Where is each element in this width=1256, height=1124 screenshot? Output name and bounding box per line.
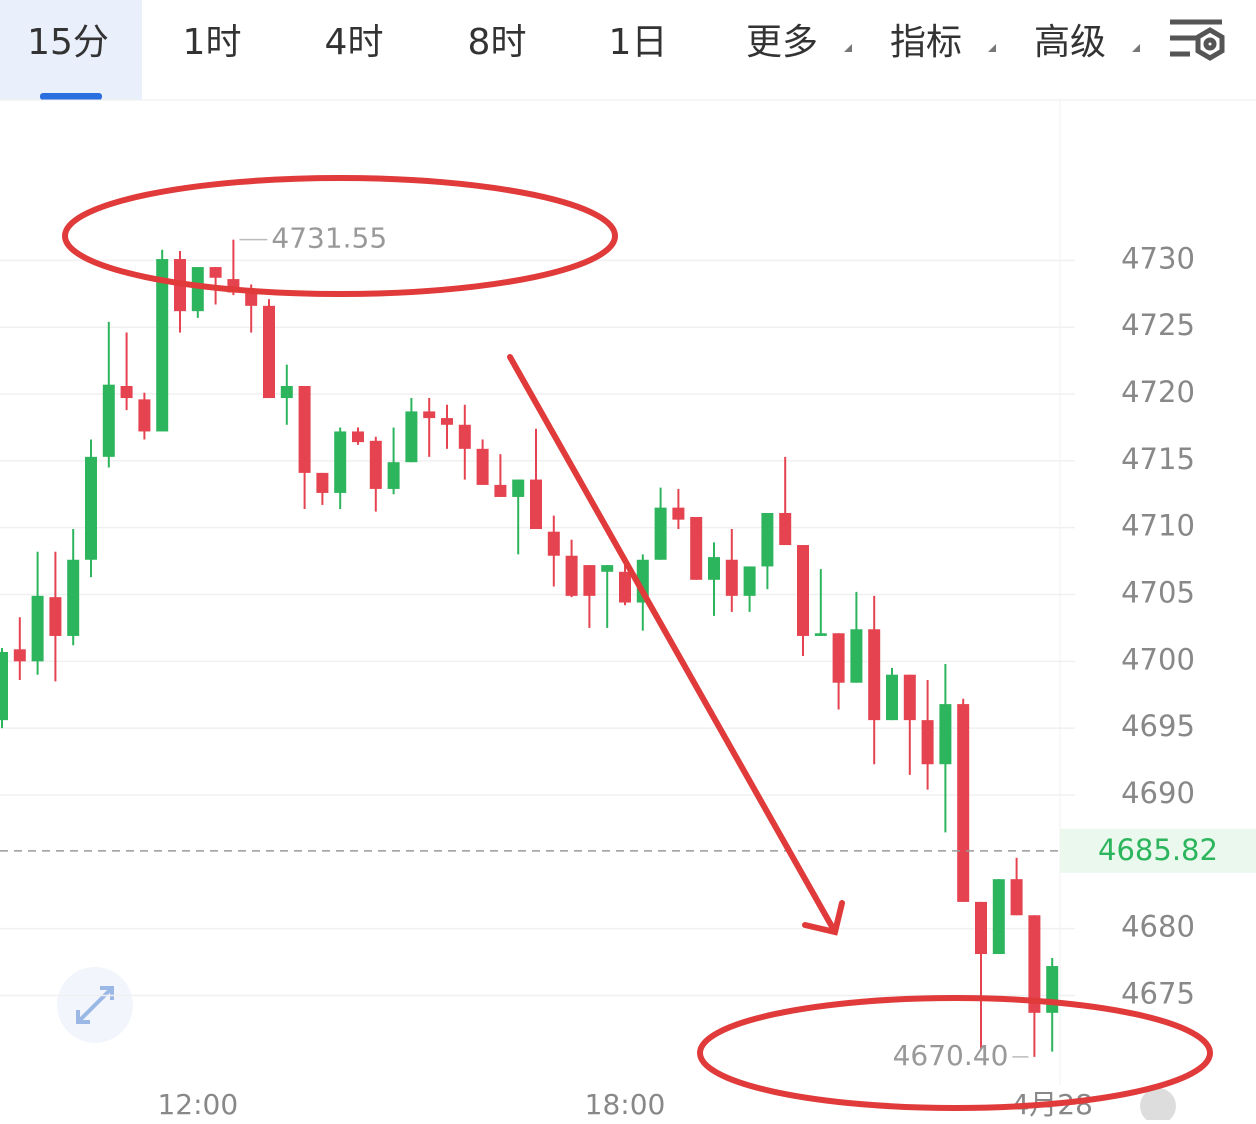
candle-body bbox=[156, 259, 169, 432]
candle-body bbox=[209, 267, 222, 278]
candle-body bbox=[245, 291, 258, 306]
candle-body bbox=[921, 720, 934, 765]
candle-body bbox=[868, 629, 881, 721]
active-tab-bg bbox=[0, 0, 142, 100]
candle-body bbox=[743, 566, 756, 596]
candle-body bbox=[761, 512, 774, 567]
candle-body bbox=[512, 479, 525, 497]
k-button[interactable] bbox=[1140, 1088, 1176, 1124]
highlight-ellipse bbox=[62, 175, 618, 297]
candle-body bbox=[387, 462, 400, 489]
candle-body bbox=[708, 557, 720, 580]
y-tick-label: 4690 bbox=[1121, 776, 1195, 810]
candle-body bbox=[779, 512, 792, 546]
trend-arrow bbox=[507, 354, 845, 936]
candle-body bbox=[334, 431, 347, 493]
candle-body bbox=[797, 545, 809, 636]
candle-body bbox=[619, 571, 631, 603]
candle-body bbox=[583, 565, 596, 596]
candle-body bbox=[690, 516, 703, 580]
candle-body bbox=[992, 879, 1005, 955]
candle-body bbox=[957, 704, 970, 902]
candle-body bbox=[565, 555, 578, 596]
tab-label[interactable]: 1日 bbox=[609, 22, 668, 63]
tab-label[interactable]: 指标 bbox=[890, 22, 962, 63]
candle-body bbox=[886, 674, 898, 721]
candle-body bbox=[0, 651, 8, 721]
candle-body bbox=[975, 901, 987, 955]
max-price-label: 4731.55 bbox=[271, 222, 387, 255]
candle-body bbox=[298, 386, 311, 473]
candle-body bbox=[832, 633, 845, 683]
y-tick-label: 4680 bbox=[1121, 910, 1195, 944]
candle-body bbox=[102, 384, 115, 457]
annotations bbox=[62, 175, 1213, 1111]
y-tick-label: 4715 bbox=[1121, 442, 1195, 476]
candle-body bbox=[280, 386, 293, 399]
candle-body bbox=[13, 649, 26, 662]
candle-body bbox=[1010, 879, 1023, 916]
candle-body bbox=[423, 411, 436, 419]
dropdown-caret bbox=[844, 44, 852, 52]
tab-bar bbox=[0, 0, 1256, 100]
expand-button[interactable] bbox=[57, 967, 133, 1043]
candle-body bbox=[601, 565, 614, 572]
tab-label[interactable]: 1时 bbox=[183, 22, 242, 63]
y-tick-label: 4675 bbox=[1121, 976, 1195, 1010]
y-tick-label: 4720 bbox=[1121, 375, 1195, 409]
dropdown-caret bbox=[988, 44, 996, 52]
tab-label[interactable]: 高级 bbox=[1034, 22, 1106, 63]
candle-body bbox=[814, 633, 827, 636]
active-tab-indicator bbox=[40, 93, 102, 100]
candle-body bbox=[316, 472, 329, 493]
candle-body bbox=[191, 267, 204, 312]
candle-body bbox=[547, 531, 560, 556]
x-tick-label: 12:00 bbox=[157, 1088, 238, 1120]
candle-body bbox=[903, 674, 916, 721]
candle-body bbox=[1028, 915, 1041, 1013]
highlight-ellipse bbox=[697, 995, 1213, 1111]
candle-body bbox=[120, 386, 133, 399]
candle-body bbox=[352, 431, 364, 443]
candle-body bbox=[494, 484, 507, 497]
x-tick-label: 18:00 bbox=[585, 1088, 666, 1120]
y-tick-label: 4725 bbox=[1121, 308, 1195, 342]
y-tick-label: 4710 bbox=[1121, 509, 1195, 543]
last-price-badge bbox=[1060, 828, 1256, 873]
tab-label[interactable]: 8时 bbox=[468, 22, 527, 63]
candle-body bbox=[939, 704, 952, 765]
candle-body bbox=[1046, 966, 1059, 1013]
candle-body bbox=[67, 559, 80, 636]
tab-label[interactable]: 4时 bbox=[325, 22, 384, 63]
min-price-label: 4670.40 bbox=[893, 1039, 1009, 1072]
last-price-label: 4685.82 bbox=[1098, 833, 1218, 867]
candle-body bbox=[672, 507, 685, 520]
candle-body bbox=[49, 597, 62, 636]
candle-body bbox=[31, 595, 44, 662]
candle-body bbox=[138, 399, 151, 432]
candle-body bbox=[441, 418, 453, 425]
candle-body bbox=[458, 424, 471, 449]
settings-icon[interactable] bbox=[1170, 19, 1225, 61]
candle-body bbox=[476, 448, 489, 485]
candle-body bbox=[654, 507, 667, 560]
y-tick-label: 4700 bbox=[1121, 642, 1195, 676]
candle-body bbox=[263, 305, 275, 399]
tab-label[interactable]: 15分 bbox=[27, 22, 109, 63]
y-tick-label: 4730 bbox=[1121, 241, 1195, 275]
candle-body bbox=[85, 456, 97, 560]
y-tick-label: 4695 bbox=[1121, 709, 1195, 743]
candle-body bbox=[405, 411, 418, 463]
candle-body bbox=[530, 479, 542, 530]
tab-label[interactable]: 更多 bbox=[746, 22, 818, 63]
candle-body bbox=[369, 440, 382, 489]
dropdown-caret bbox=[1132, 44, 1140, 52]
candle-body bbox=[725, 559, 738, 596]
y-tick-label: 4705 bbox=[1121, 576, 1195, 610]
candle-body bbox=[850, 629, 863, 683]
